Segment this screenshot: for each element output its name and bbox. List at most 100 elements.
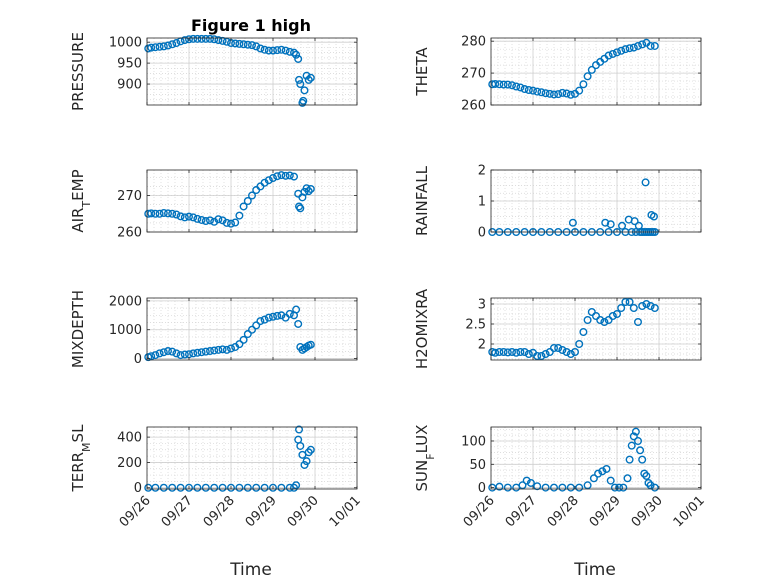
data-point: [168, 209, 177, 218]
y-tick-label: 100: [461, 434, 486, 449]
data-point: [222, 37, 231, 46]
data-point: [583, 481, 592, 490]
data-point: [201, 347, 210, 356]
data-point: [264, 313, 273, 322]
data-point: [294, 54, 303, 63]
data-point: [252, 42, 261, 51]
data-point: [550, 90, 559, 99]
data-point: [277, 483, 286, 492]
y-tick-label: 280: [461, 35, 486, 50]
axes-box: [146, 297, 358, 361]
data-point: [550, 483, 559, 492]
data-point: [650, 483, 659, 492]
subplot-3: 260 270 AIRTEMP: [69, 169, 358, 241]
data-point: [629, 432, 638, 441]
data-point: [235, 39, 244, 48]
data-point: [554, 344, 563, 353]
data-point: [147, 352, 156, 361]
y-tick-label: 50: [469, 458, 486, 473]
data-point: [197, 215, 206, 224]
data-point: [524, 350, 533, 359]
data-point: [295, 75, 304, 84]
data-point: [226, 344, 235, 353]
data-point: [618, 221, 627, 230]
data-point: [600, 318, 609, 327]
axes-box: [146, 426, 358, 490]
data-point: [617, 304, 626, 313]
data-point: [180, 36, 189, 45]
data-point: [533, 87, 542, 96]
data-point: [189, 349, 198, 358]
data-point: [608, 49, 617, 58]
data-point: [197, 348, 206, 357]
data-point: [296, 204, 305, 213]
data-point: [625, 44, 634, 53]
data-point: [172, 349, 181, 358]
data-point: [243, 330, 252, 339]
data-point: [218, 345, 227, 354]
y-tick-label: 900: [117, 78, 142, 93]
data-point: [159, 42, 168, 51]
data-point: [159, 209, 168, 218]
y-tick-label: 1000: [109, 36, 142, 51]
data-point: [193, 483, 202, 492]
data-point: [239, 40, 248, 49]
data-point: [634, 436, 643, 445]
data-point: [621, 298, 630, 307]
data-point: [602, 464, 611, 473]
figure-title: Figure 1 high: [191, 16, 311, 35]
y-tick-label: 0: [478, 226, 486, 241]
data-point: [210, 483, 219, 492]
data-point: [302, 71, 311, 80]
data-point: [606, 476, 615, 485]
data-point: [168, 483, 177, 492]
data-point: [613, 310, 622, 319]
data-point: [235, 340, 244, 349]
data-point: [184, 212, 193, 221]
x-tick-label: 09/26: [461, 493, 498, 530]
data-point: [269, 483, 278, 492]
axes-box: [490, 37, 702, 106]
data-point: [575, 340, 584, 349]
data-point: [306, 340, 315, 349]
data-point: [218, 483, 227, 492]
data-point: [281, 46, 290, 55]
data-point: [646, 41, 655, 50]
data-point: [247, 325, 256, 334]
data-point: [239, 202, 248, 211]
data-point: [252, 483, 261, 492]
data-point: [625, 455, 634, 464]
data-point: [184, 483, 193, 492]
data-point: [214, 345, 223, 354]
data-point: [627, 441, 636, 450]
data-point: [193, 34, 202, 43]
y-tick-label: 1000: [109, 323, 142, 338]
data-point: [518, 481, 527, 490]
data-point: [226, 219, 235, 228]
data-point: [640, 469, 649, 478]
data-point: [634, 221, 643, 230]
data-point: [281, 171, 290, 180]
data-point: [529, 86, 538, 95]
data-point: [300, 86, 309, 95]
data-point: [172, 39, 181, 48]
data-point: [583, 72, 592, 81]
data-point: [239, 335, 248, 344]
y-axis-label: H2OMIXRA: [413, 288, 431, 369]
data-point: [269, 174, 278, 183]
data-point: [252, 321, 261, 330]
data-point: [638, 302, 647, 311]
data-point: [151, 483, 160, 492]
data-point: [256, 44, 265, 53]
data-point: [575, 483, 584, 492]
data-point: [176, 351, 185, 360]
y-tick-label: 270: [117, 189, 142, 204]
data-point: [159, 483, 168, 492]
y-tick-label: 260: [461, 99, 486, 114]
data-point: [638, 40, 647, 49]
data-point: [503, 80, 512, 89]
data-point: [545, 89, 554, 98]
